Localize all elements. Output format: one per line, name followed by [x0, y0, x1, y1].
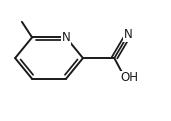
Text: N: N — [123, 28, 132, 41]
Text: N: N — [62, 31, 70, 44]
Text: OH: OH — [120, 71, 138, 84]
